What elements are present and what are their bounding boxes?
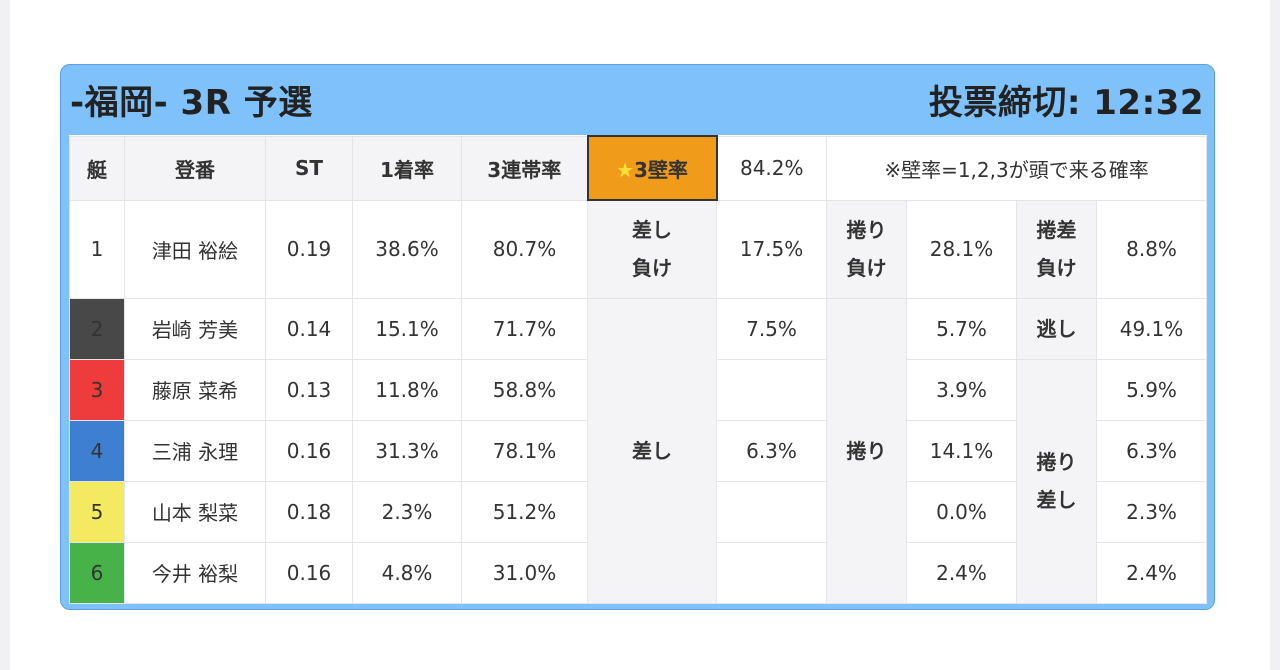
sashi-make-line2: 負け bbox=[632, 256, 672, 281]
racer-name: 藤原 菜希 bbox=[124, 358, 266, 421]
makurizashi-value-5: 2.3% bbox=[1095, 480, 1208, 543]
start-timing: 0.19 bbox=[265, 199, 353, 299]
wall-rate-label: ★3壁率 bbox=[586, 135, 718, 201]
top3-rate: 58.8% bbox=[461, 358, 588, 421]
boat-number-4: 4 bbox=[69, 419, 125, 482]
first-rate: 38.6% bbox=[352, 199, 462, 299]
start-timing: 0.13 bbox=[265, 358, 353, 421]
sashi-value-6 bbox=[716, 541, 827, 604]
makuri-make-label: 捲り 負け bbox=[826, 199, 907, 299]
makuri-make-line2: 負け bbox=[846, 256, 887, 280]
star-icon: ★ bbox=[616, 157, 634, 182]
start-timing: 0.18 bbox=[265, 480, 353, 543]
boat-number-3: 3 bbox=[69, 358, 125, 421]
wall-rate-note: ※壁率=1,2,3が頭で来る確率 bbox=[825, 135, 1208, 201]
makurizashi-value-6: 2.4% bbox=[1095, 541, 1208, 604]
nige-value: 49.1% bbox=[1095, 297, 1208, 360]
table-row: 1 津田 裕絵 0.19 38.6% 80.7% 差し負け 17.5% 捲り負け… bbox=[69, 199, 1208, 299]
sashi-make-value: 17.5% bbox=[716, 199, 827, 299]
col-header-st: ST bbox=[265, 135, 353, 201]
makurizashi-value-3: 5.9% bbox=[1095, 358, 1208, 421]
makurizashi-label: 捲り 差し bbox=[1016, 358, 1097, 604]
sashi-make-label: 差し 負け bbox=[587, 199, 717, 299]
makurizashi-make-line1: 捲差 bbox=[1036, 218, 1077, 242]
boat-number-2: 2 bbox=[69, 297, 125, 360]
sashi-value-3 bbox=[716, 358, 827, 421]
wall-rate-text: 3壁率 bbox=[634, 157, 688, 182]
first-rate: 15.1% bbox=[352, 297, 462, 360]
col-header-first-rate: 1着率 bbox=[352, 135, 462, 201]
sashi-value-5 bbox=[716, 480, 827, 543]
nige-label: 逃し bbox=[1016, 297, 1097, 360]
makurizashi-make-line2: 負け bbox=[1036, 256, 1077, 280]
boat-number-5: 5 bbox=[69, 480, 125, 543]
start-timing: 0.16 bbox=[265, 419, 353, 482]
makuri-value-4: 14.1% bbox=[906, 419, 1017, 482]
start-timing: 0.16 bbox=[265, 541, 353, 604]
makurizashi-make-label: 捲差 負け bbox=[1016, 199, 1097, 299]
sashi-value-4: 6.3% bbox=[716, 419, 827, 482]
first-rate: 11.8% bbox=[352, 358, 462, 421]
first-rate: 2.3% bbox=[352, 480, 462, 543]
top3-rate: 78.1% bbox=[461, 419, 588, 482]
boat-number-1: 1 bbox=[69, 199, 125, 299]
race-title: -福岡- 3R 予選 bbox=[70, 83, 313, 123]
sashi-make-line1: 差し bbox=[632, 218, 672, 243]
wall-rate-value: 84.2% bbox=[716, 135, 827, 201]
boat-number-6: 6 bbox=[69, 541, 125, 604]
top3-rate: 31.0% bbox=[461, 541, 588, 604]
makurizashi-line1: 捲り bbox=[1036, 450, 1077, 474]
race-stats-table: 艇 登番 ST 1着率 3連帯率 ★3壁率 84.2% ※壁率=1,2,3が頭で… bbox=[69, 135, 1208, 604]
table-row: 6 今井 裕梨 0.16 4.8% 31.0% 2.4% 2.4% bbox=[69, 541, 1208, 604]
top3-rate: 80.7% bbox=[461, 199, 588, 299]
col-header-boat: 艇 bbox=[69, 135, 125, 201]
makurizashi-make-value: 8.8% bbox=[1095, 199, 1208, 299]
table-row: 2 岩崎 芳美 0.14 15.1% 71.7% 差し 7.5% 捲り 5.7%… bbox=[69, 297, 1208, 604]
top3-rate: 71.7% bbox=[461, 297, 588, 360]
top3-rate: 51.2% bbox=[461, 480, 588, 543]
makurizashi-value-4: 6.3% bbox=[1095, 419, 1208, 482]
start-timing: 0.14 bbox=[265, 297, 353, 360]
makuri-value-5: 0.0% bbox=[906, 480, 1017, 543]
col-header-top3-rate: 3連帯率 bbox=[461, 135, 588, 201]
table-row: 4 三浦 永理 0.16 31.3% 78.1% 6.3% 14.1% 6.3% bbox=[69, 419, 1208, 482]
table-header-row: 艇 登番 ST 1着率 3連帯率 ★3壁率 84.2% ※壁率=1,2,3が頭で… bbox=[69, 135, 1208, 201]
makuri-value-6: 2.4% bbox=[906, 541, 1017, 604]
makuri-make-line1: 捲り bbox=[846, 218, 887, 242]
sashi-label: 差し bbox=[587, 297, 717, 604]
col-header-name: 登番 bbox=[124, 135, 266, 201]
makurizashi-line2: 差し bbox=[1036, 488, 1077, 512]
racer-name: 津田 裕絵 bbox=[124, 199, 266, 299]
first-rate: 4.8% bbox=[352, 541, 462, 604]
table-row: 3 藤原 菜希 0.13 11.8% 58.8% 3.9% 捲り差し 5.9% bbox=[69, 358, 1208, 604]
first-rate: 31.3% bbox=[352, 419, 462, 482]
makuri-label: 捲り bbox=[826, 297, 907, 604]
racer-name: 今井 裕梨 bbox=[124, 541, 266, 604]
betting-deadline: 投票締切: 12:32 bbox=[928, 83, 1204, 123]
racer-name: 山本 梨菜 bbox=[124, 480, 266, 543]
sashi-value-2: 7.5% bbox=[716, 297, 827, 360]
makuri-value-2: 5.7% bbox=[906, 297, 1017, 360]
makuri-value-3: 3.9% bbox=[906, 358, 1017, 421]
makuri-make-value: 28.1% bbox=[906, 199, 1017, 299]
racer-name: 三浦 永理 bbox=[124, 419, 266, 482]
racer-name: 岩崎 芳美 bbox=[124, 297, 266, 360]
